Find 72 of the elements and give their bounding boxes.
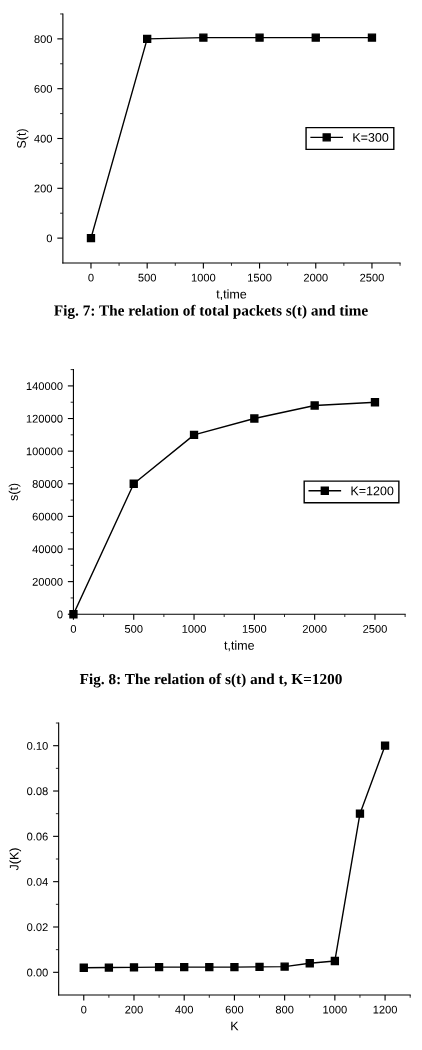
x-axis-title: t,time — [224, 640, 254, 652]
point — [330, 956, 340, 966]
x-tick-label: 800 — [275, 1005, 294, 1014]
point — [370, 398, 380, 407]
point — [129, 963, 139, 972]
y-tick-label: 400 — [34, 134, 53, 143]
point — [189, 430, 199, 440]
point — [280, 962, 289, 971]
x-tick-label: 2000 — [303, 273, 328, 282]
legend-label: K=1200 — [351, 486, 394, 496]
x-tick-label: 400 — [175, 1005, 194, 1014]
x-tick-label: 1000 — [191, 273, 216, 282]
y-axis-title: S(t) — [16, 129, 29, 148]
point — [305, 959, 314, 968]
point — [199, 33, 208, 42]
y-tick-label: 0 — [46, 234, 53, 243]
x-tick-label: 2000 — [302, 624, 327, 633]
y-axis-title: J(K) — [9, 848, 22, 871]
y-axis-title: s(t) — [8, 483, 21, 501]
x-tick-label: 200 — [125, 1005, 143, 1014]
x-tick-label: 1000 — [182, 624, 206, 633]
y-tick-label: 600 — [34, 84, 53, 93]
point — [79, 963, 88, 972]
point — [205, 962, 214, 972]
y-tick-label: 0.04 — [27, 877, 48, 886]
y-tick-label: 0.06 — [27, 832, 48, 841]
point — [380, 741, 390, 750]
y-tick-label: 80000 — [32, 480, 63, 488]
x-tick-label: 500 — [124, 624, 143, 633]
caption: Fig. 8: The relation of s(t) and t, K=1200 — [79, 673, 342, 688]
x-tick-label: 0 — [70, 624, 77, 633]
y-tick-label: 200 — [34, 184, 53, 193]
point — [129, 479, 138, 488]
point — [255, 33, 264, 42]
x-tick-label: 1500 — [242, 624, 267, 633]
x-axis-title: K — [231, 1021, 239, 1031]
point — [311, 33, 320, 42]
y-tick-label: 0.00 — [27, 968, 48, 977]
point — [310, 401, 319, 410]
point — [86, 233, 96, 243]
legend-label: K=300 — [353, 133, 389, 142]
point — [180, 962, 189, 972]
point — [255, 962, 264, 972]
y-tick-label: 0.08 — [27, 787, 48, 796]
x-tick-label: 500 — [138, 273, 157, 282]
point — [154, 962, 164, 972]
point — [143, 34, 152, 44]
point — [367, 33, 377, 42]
x-tick-label: 2500 — [360, 273, 384, 282]
y-tick-label: 40000 — [32, 545, 63, 554]
point — [250, 414, 259, 423]
x-tick-label: 1000 — [323, 1005, 347, 1014]
y-tick-label: 20000 — [32, 577, 63, 586]
y-tick-label: 100000 — [26, 447, 63, 456]
x-axis-title: t,time — [216, 289, 247, 301]
point — [104, 963, 114, 972]
y-tick-label: 800 — [34, 35, 53, 44]
point — [355, 809, 365, 818]
x-tick-label: 1200 — [373, 1005, 397, 1014]
y-tick-label: 0.10 — [27, 741, 48, 750]
y-tick-label: 0.02 — [27, 923, 48, 932]
x-tick-label: 2500 — [363, 624, 387, 633]
y-tick-label: 120000 — [26, 414, 63, 423]
x-tick-label: 0 — [81, 1005, 87, 1014]
y-tick-label: 60000 — [32, 512, 63, 521]
caption: Fig. 7: The relation of total packets s(t) and time — [54, 304, 368, 319]
y-tick-label: 140000 — [26, 382, 63, 391]
y-tick-label: 0 — [57, 610, 63, 619]
point — [230, 962, 239, 972]
x-tick-label: 0 — [88, 273, 94, 282]
x-tick-label: 600 — [225, 1005, 244, 1014]
x-tick-label: 1500 — [248, 273, 272, 282]
